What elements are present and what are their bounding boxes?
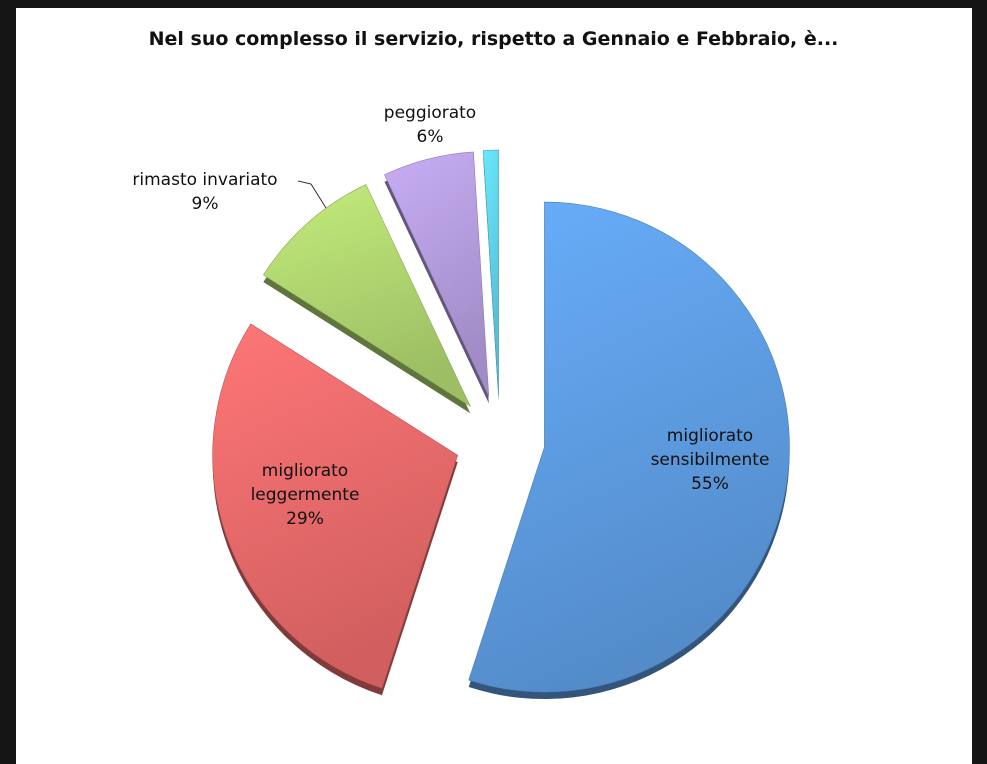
slice-name: migliorato leggermente xyxy=(250,461,360,505)
pie-slice xyxy=(384,151,490,397)
slice-label: rimasto invariato 9% xyxy=(105,168,305,216)
leader-line xyxy=(310,183,327,209)
pie-slice xyxy=(468,201,790,693)
slice-label: migliorato sensibilmente 55% xyxy=(625,424,795,496)
slice-name: peggiorato xyxy=(383,103,477,123)
slice-value: 29% xyxy=(286,509,324,529)
pie-slice xyxy=(482,149,499,396)
slice-value: 6% xyxy=(416,127,444,147)
pie-slice xyxy=(262,184,471,408)
pie-slice xyxy=(212,323,459,689)
slice-value: 9% xyxy=(191,194,219,214)
slice-label: migliorato leggermente 29% xyxy=(230,459,380,531)
chart-title: Nel suo complesso il servizio, rispetto … xyxy=(148,28,839,50)
slice-value: 55% xyxy=(691,474,729,494)
slice-name: rimasto invariato xyxy=(132,170,278,190)
leader-line xyxy=(297,180,312,185)
slice-label: peggiorato 6% xyxy=(360,101,500,149)
slice-name: migliorato sensibilmente xyxy=(650,426,770,470)
